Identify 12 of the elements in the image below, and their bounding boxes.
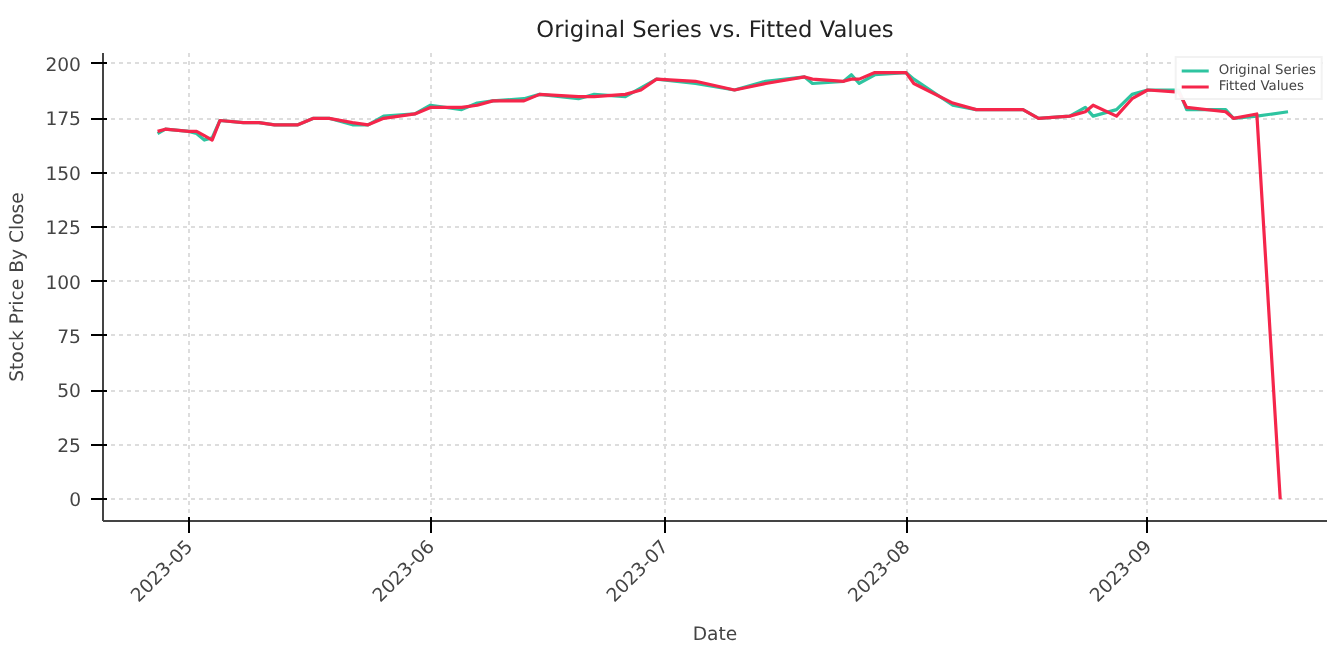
y-tick-label: 75 [57,326,82,349]
chart-title: Original Series vs. Fitted Values [536,15,894,43]
y-tick-label: 150 [45,163,82,186]
x-axis-title: Date [692,624,738,647]
y-tick-label: 50 [57,381,82,404]
y-axis-title: Stock Price By Close [7,191,30,382]
y-tick-label: 175 [45,109,82,132]
y-tick-label: 100 [45,272,82,295]
y-tick-label: 200 [45,54,82,77]
y-tick-label: 0 [69,490,82,513]
y-tick-label: 25 [57,435,82,458]
y-tick-label: 125 [45,218,82,241]
